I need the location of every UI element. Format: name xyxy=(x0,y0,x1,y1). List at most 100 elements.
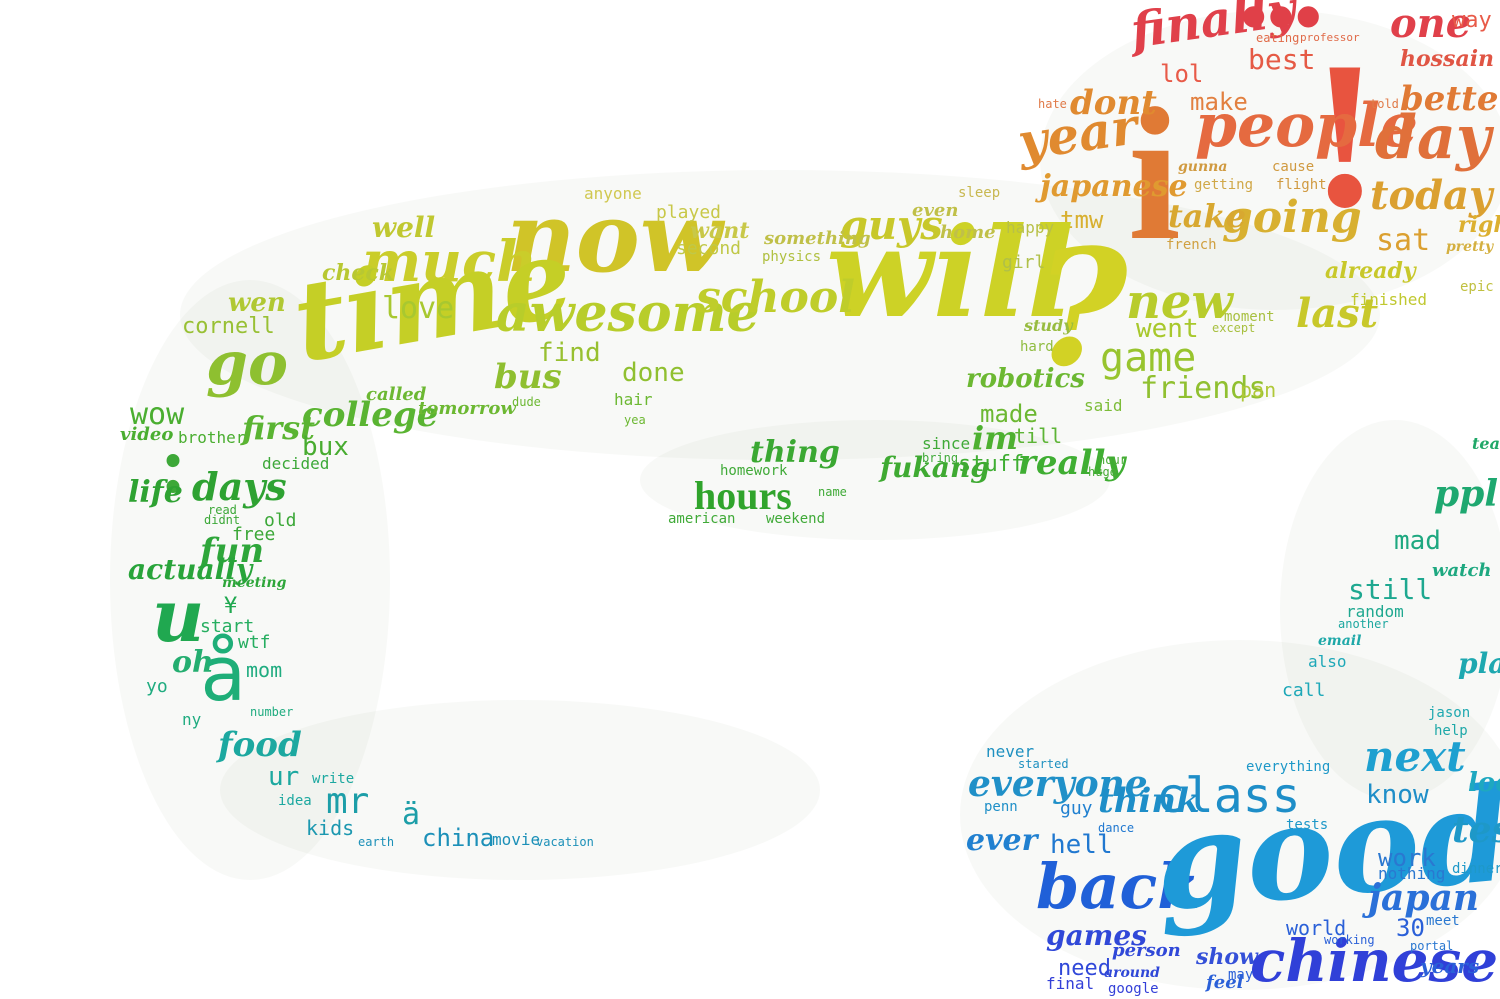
word-tmw: tmw xyxy=(1060,206,1104,234)
word-bring: bring xyxy=(922,451,959,465)
word-even: even xyxy=(912,200,959,221)
word-games: games xyxy=(1046,919,1147,952)
word-getting: getting xyxy=(1194,177,1254,193)
word-portal: portal xyxy=(1410,939,1454,953)
word-a-ring: å xyxy=(200,629,246,718)
word-day: day xyxy=(1375,103,1491,173)
word-decided: decided xyxy=(262,454,330,473)
word-i: i xyxy=(1128,70,1181,280)
word-ur: ur xyxy=(268,762,300,792)
word-yen: ¥ xyxy=(224,594,238,619)
word-number: number xyxy=(250,705,294,719)
word-brother: brother xyxy=(178,428,246,447)
word-u: u xyxy=(152,573,205,658)
word-think: think xyxy=(1098,781,1200,821)
word-didnt: didnt xyxy=(204,513,241,527)
word-sat: sat xyxy=(1376,223,1431,258)
word-gunna: gunna xyxy=(1178,159,1228,175)
word-read: read xyxy=(208,503,237,517)
word-hell: hell xyxy=(1050,830,1113,860)
word-call: call xyxy=(1282,680,1326,701)
word-wtf: wtf xyxy=(238,632,271,653)
word-told: told xyxy=(1370,97,1399,111)
word-something: something xyxy=(764,228,871,249)
word-finished: finished xyxy=(1350,290,1428,309)
word-thing: thing xyxy=(750,435,840,470)
word-played: played xyxy=(656,202,722,223)
word-hate: hate xyxy=(1038,97,1067,111)
word-wow: wow xyxy=(130,397,185,432)
word-school: school xyxy=(696,272,855,323)
word-first: first xyxy=(242,409,315,447)
word-stuff: stuff xyxy=(958,452,1025,477)
word-epic: epic xyxy=(1460,279,1494,295)
word-days: days xyxy=(192,464,287,509)
word-still: still xyxy=(1348,573,1433,606)
word-homework: homework xyxy=(720,463,788,479)
word-take: take xyxy=(1168,197,1247,235)
word-actually: actually xyxy=(128,553,253,586)
word-american: american xyxy=(668,511,736,527)
word-guys: guys xyxy=(840,202,943,249)
word-email: email xyxy=(1318,633,1362,649)
word-moment: moment xyxy=(1224,309,1275,325)
word-may: may xyxy=(1228,967,1254,983)
word-japan: japan xyxy=(1368,877,1480,919)
word-game: game xyxy=(1100,335,1197,381)
word-dinner: dinner xyxy=(1452,861,1500,877)
word-back: back xyxy=(1036,850,1201,923)
word-made: made xyxy=(980,400,1038,428)
word-tests: tests xyxy=(1286,817,1329,833)
word-study: study xyxy=(1024,316,1073,335)
word-also: also xyxy=(1308,652,1347,671)
word-new: new xyxy=(1126,274,1233,330)
word-idea: idea xyxy=(278,793,312,809)
word-next: next xyxy=(1364,732,1466,781)
word-dance: dance xyxy=(1098,821,1135,835)
word-oh: oh xyxy=(172,645,214,680)
word-start: start xyxy=(200,616,255,637)
word-french: french xyxy=(1166,237,1217,253)
word-name: name xyxy=(818,485,847,499)
word-going: going xyxy=(1222,192,1362,243)
word-everyone: everyone xyxy=(968,763,1148,805)
word-im: im xyxy=(972,419,1019,457)
word-called: called xyxy=(366,384,427,405)
word-already: already xyxy=(1325,258,1416,284)
word-penn: penn xyxy=(984,799,1018,815)
word-mad: mad xyxy=(1394,526,1441,556)
word-happy: happy xyxy=(1006,218,1055,237)
word-vacation: vacation xyxy=(536,835,594,849)
word-japanese: japanese xyxy=(1040,169,1188,204)
word-want: want xyxy=(690,218,750,244)
word-mr: mr xyxy=(326,781,370,822)
word-everything: everything xyxy=(1246,759,1331,775)
word-done: done xyxy=(622,358,685,388)
word-cause: cause xyxy=(1272,159,1315,175)
word-eating: eating xyxy=(1256,31,1300,45)
word-play: play xyxy=(1458,647,1500,680)
word-way: way xyxy=(1452,8,1492,33)
word-random: random xyxy=(1346,602,1404,621)
word-check: check xyxy=(322,260,395,286)
word-life: life xyxy=(128,475,183,510)
word-cornell: cornell xyxy=(182,314,275,339)
word-hour: hour xyxy=(1098,453,1127,467)
word-30: 30 xyxy=(1396,914,1425,942)
word-started: started xyxy=(1018,757,1069,771)
word-colon: : xyxy=(160,422,187,510)
word-go: go xyxy=(206,329,288,399)
word-another: another xyxy=(1338,617,1389,631)
word-ny: ny xyxy=(182,710,202,729)
word-since: since xyxy=(922,434,971,453)
word-today: today xyxy=(1370,172,1493,219)
word-really: really xyxy=(1018,443,1126,483)
word-hard: hard xyxy=(1020,339,1054,355)
word-second: second xyxy=(676,238,742,259)
word-guy: guy xyxy=(1060,798,1093,819)
word-fukang: fukang xyxy=(880,451,990,484)
word-went: went xyxy=(1136,314,1199,344)
word-question: ? xyxy=(1034,214,1128,402)
word-watch: watch xyxy=(1432,560,1492,581)
